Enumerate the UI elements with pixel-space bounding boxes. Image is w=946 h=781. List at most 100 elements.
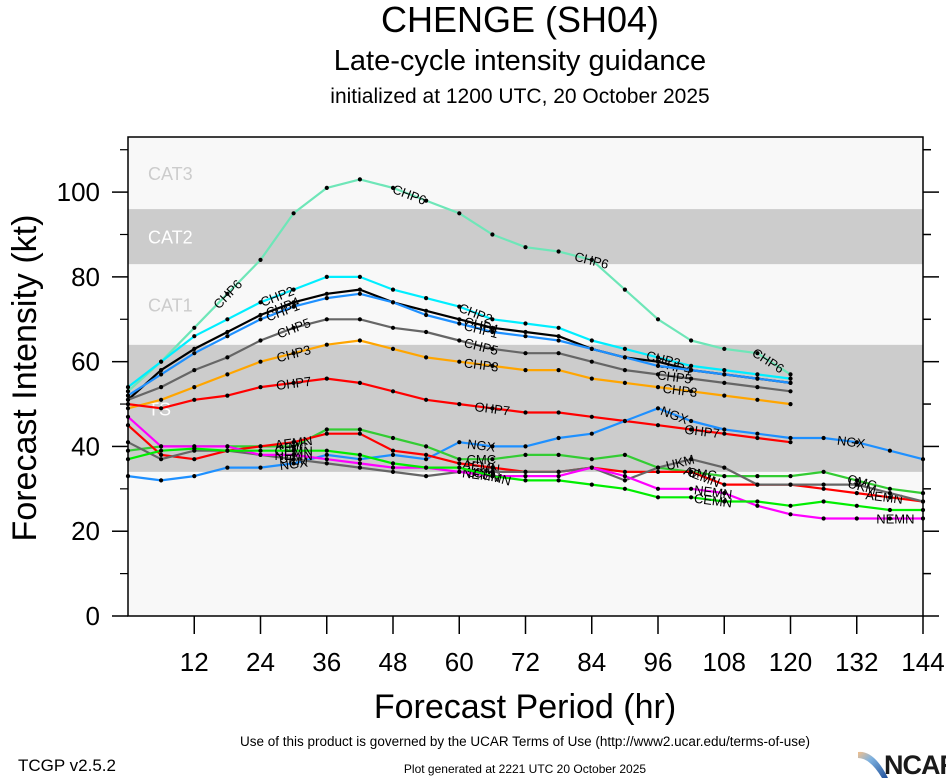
data-point	[887, 491, 893, 496]
data-point	[258, 300, 263, 305]
data-point	[357, 287, 362, 292]
data-point	[225, 291, 230, 296]
data-point	[689, 457, 694, 462]
series-label: UKM	[664, 452, 696, 474]
series-label: NGX	[836, 433, 866, 451]
data-point	[788, 512, 793, 517]
data-point	[490, 469, 495, 474]
data-point	[722, 465, 727, 470]
data-point	[722, 491, 727, 496]
data-point	[523, 469, 528, 474]
y-axis-label: Forecast Intensity (kt)	[6, 215, 44, 542]
band-below-ts	[128, 471, 923, 616]
axes: 12 24 36 48 60 72 84 96 108 120 132 144 0 20 40 60 80 100	[57, 136, 945, 677]
series-label: OHP7	[474, 399, 511, 418]
data-point	[490, 346, 495, 351]
data-point	[357, 291, 362, 296]
data-point	[490, 325, 495, 330]
data-point	[689, 376, 694, 381]
data-point	[490, 232, 495, 237]
data-point	[457, 457, 462, 462]
data-point	[490, 329, 495, 335]
data-point	[722, 393, 727, 398]
data-point	[390, 465, 396, 470]
data-point	[258, 359, 263, 364]
data-point	[689, 486, 694, 491]
data-point	[523, 334, 528, 339]
data-point	[523, 321, 528, 326]
data-point	[424, 308, 429, 313]
data-point	[192, 474, 197, 479]
data-point	[556, 351, 561, 356]
data-point	[291, 457, 296, 462]
data-point	[655, 359, 661, 364]
data-point	[424, 329, 429, 335]
data-point	[788, 440, 793, 445]
data-point	[159, 452, 164, 457]
series-label: NEMN	[693, 482, 733, 502]
data-point	[258, 338, 263, 343]
data-point	[225, 334, 230, 339]
data-point	[159, 368, 164, 373]
y-tick-label: 60	[71, 347, 100, 377]
data-point	[457, 317, 462, 322]
data-point	[589, 457, 594, 462]
data-point	[622, 355, 628, 360]
data-point	[390, 325, 396, 330]
data-point	[655, 423, 661, 428]
data-point	[258, 452, 263, 457]
data-point	[589, 257, 594, 262]
series-label: CEMN	[274, 444, 312, 459]
data-point	[324, 457, 329, 462]
data-point	[722, 380, 727, 385]
data-point	[457, 211, 462, 216]
data-point	[324, 452, 329, 457]
x-tick-label: 84	[577, 647, 606, 677]
data-point	[357, 177, 362, 182]
data-point	[755, 351, 760, 356]
data-point	[622, 368, 628, 373]
data-point	[390, 452, 396, 457]
data-point	[258, 385, 263, 390]
data-point	[556, 435, 561, 441]
data-point	[755, 474, 760, 479]
data-point	[722, 431, 727, 436]
data-point	[324, 427, 329, 432]
data-point	[357, 427, 362, 432]
data-point	[622, 346, 628, 351]
data-point	[821, 482, 826, 487]
version-label: TCGP v2.5.2	[18, 756, 116, 775]
data-point	[357, 461, 362, 466]
data-point	[689, 389, 694, 394]
data-point	[357, 465, 362, 470]
data-point	[689, 338, 694, 343]
data-point	[655, 363, 661, 368]
data-point	[655, 385, 661, 390]
data-point	[755, 397, 760, 402]
data-point	[390, 469, 396, 474]
data-point	[722, 482, 727, 487]
data-point	[755, 372, 760, 377]
data-point	[159, 457, 164, 462]
data-point	[788, 482, 793, 487]
data-point	[622, 478, 628, 483]
data-point	[225, 355, 230, 360]
data-point	[722, 368, 727, 373]
data-point	[788, 402, 793, 407]
data-point	[457, 359, 462, 364]
data-point	[192, 346, 197, 351]
data-point	[159, 406, 164, 411]
data-point	[291, 287, 296, 292]
data-point	[225, 393, 230, 398]
data-point	[291, 448, 296, 453]
data-point	[424, 355, 429, 360]
data-point	[622, 380, 628, 385]
data-point	[324, 431, 329, 436]
y-tick-label: 80	[71, 262, 100, 292]
data-point	[854, 491, 859, 496]
data-point	[357, 338, 362, 343]
series-label: CEMN	[693, 491, 733, 511]
data-point	[192, 368, 197, 373]
series-label: AEMN	[865, 487, 904, 507]
data-point	[655, 486, 661, 491]
